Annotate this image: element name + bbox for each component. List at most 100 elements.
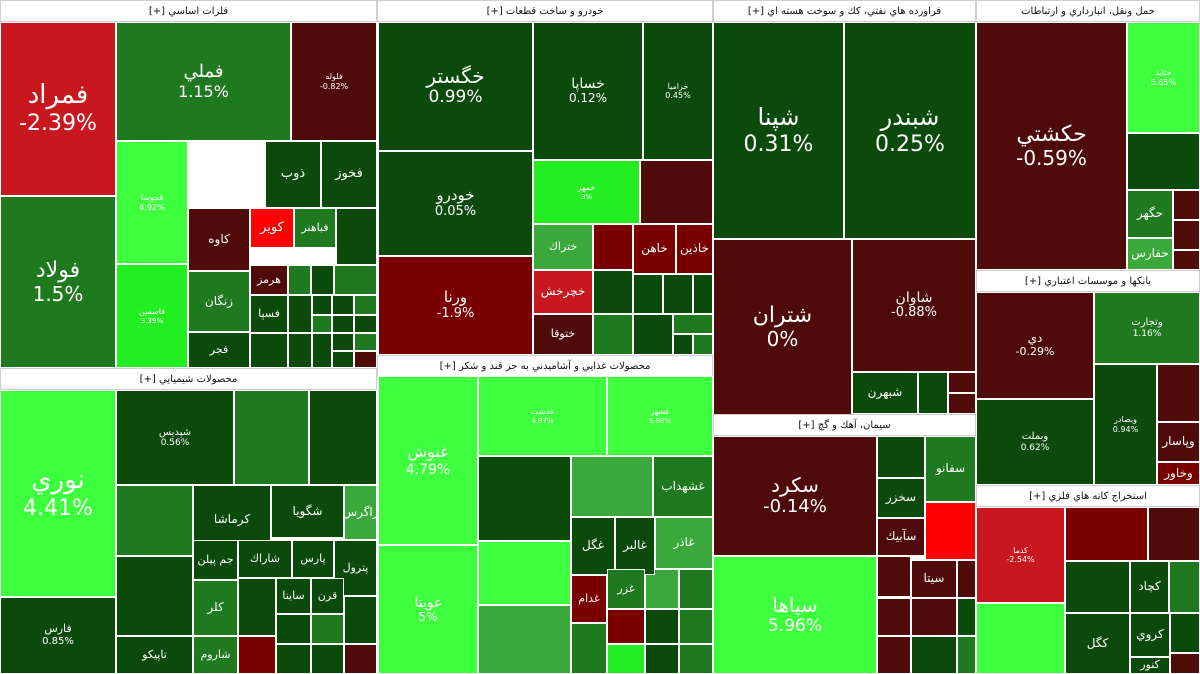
stock-tile[interactable]: فلوله -0.82% — [291, 22, 377, 141]
stock-tile[interactable]: تاپيكو — [116, 636, 193, 674]
stock-tile[interactable]: فخوز — [321, 141, 377, 208]
stock-tile[interactable]: ختوقا — [533, 314, 593, 355]
stock-tile[interactable]: فجوسا 4.92% — [116, 141, 188, 264]
stock-tile[interactable]: خچرخش — [533, 270, 593, 314]
stock-tile[interactable]: قرن — [311, 578, 344, 614]
tile-change: 0.94% — [1112, 424, 1139, 434]
stock-tile[interactable]: غشهر 5.98% — [607, 376, 713, 456]
stock-tile[interactable]: نوري 4.41% — [0, 390, 116, 597]
stock-tile[interactable]: شبندر 0.25% — [844, 22, 976, 239]
stock-tile[interactable]: كاوه — [188, 208, 250, 271]
stock-tile[interactable]: دي -0.29% — [976, 292, 1094, 399]
stock-tile[interactable]: خگستر 0.99% — [378, 22, 533, 151]
stock-tile[interactable]: جم پيلن — [193, 540, 238, 580]
stock-tile[interactable]: كنور — [1130, 657, 1170, 674]
sector-header[interactable]: بانكها و موسسات اعتباري [+] — [976, 270, 1200, 292]
stock-tile[interactable]: غدام — [571, 575, 607, 623]
stock-tile[interactable]: كگل — [1065, 613, 1130, 674]
stock-tile[interactable]: غنوش 4.79% — [378, 376, 478, 545]
stock-tile[interactable]: حگهر — [1127, 190, 1173, 238]
stock-tile[interactable]: حتايد 5.65% — [1127, 22, 1200, 133]
stock-tile[interactable]: غگل — [571, 517, 615, 575]
stock-tile[interactable]: خساپا 0.12% — [533, 22, 643, 160]
stock-tile[interactable]: سپاها 5.96% — [713, 556, 877, 674]
stock-tile[interactable]: غدشت 4.97% — [478, 376, 607, 456]
stock-tile[interactable]: غزر — [607, 569, 645, 609]
stock-tile[interactable]: ورنا -1.9% — [378, 256, 533, 355]
stock-tile[interactable]: فمراد -2.39% — [0, 22, 116, 196]
stock-tile[interactable]: شاوان -0.88% — [852, 239, 976, 372]
stock-tile[interactable]: فباهنر — [294, 208, 336, 248]
stock-tile[interactable]: شاراك — [238, 540, 292, 578]
sector-header[interactable]: استخراج كانه هاي فلزي [+] — [976, 485, 1200, 507]
stock-tile[interactable]: خودرو 0.05% — [378, 151, 533, 256]
stock-tile[interactable]: شگويا — [271, 485, 344, 538]
sector-header[interactable]: فلزات اساسي [+] — [0, 0, 377, 22]
filler-cell — [336, 208, 377, 265]
stock-tile[interactable]: فارس 0.85% — [0, 597, 116, 674]
stock-tile[interactable]: وتجارت 1.16% — [1094, 292, 1200, 364]
filler-cell — [478, 605, 571, 674]
stock-tile[interactable]: كوير — [250, 208, 294, 248]
stock-tile[interactable]: شتران 0% — [713, 239, 852, 415]
stock-tile[interactable]: خمهر 3% — [533, 160, 640, 224]
stock-tile[interactable]: فسپا — [250, 295, 288, 333]
tile-symbol: ورنا — [443, 288, 468, 307]
stock-tile[interactable]: فملي 1.15% — [116, 22, 291, 141]
filler-cell — [663, 274, 693, 314]
stock-tile[interactable]: حكشتي -0.59% — [976, 22, 1127, 270]
stock-tile[interactable]: غاذر — [655, 517, 713, 569]
stock-tile[interactable]: غالبر — [615, 517, 655, 575]
stock-tile[interactable]: وبصادر 0.94% — [1094, 364, 1157, 485]
stock-tile[interactable]: خاذين — [676, 224, 713, 274]
stock-tile[interactable]: كچاد — [1130, 561, 1169, 613]
tile-change: 4.97% — [531, 416, 554, 425]
stock-tile[interactable]: فاسمين 3.39% — [116, 264, 188, 368]
stock-tile[interactable]: حفارس — [1127, 238, 1173, 270]
stock-tile[interactable]: سخزر — [877, 478, 925, 518]
filler-cell — [593, 270, 633, 314]
tile-change: 0.56% — [160, 438, 190, 449]
stock-tile[interactable]: غويتا 5% — [378, 545, 478, 674]
sector-header[interactable]: محصولات شيميايي [+] — [0, 368, 377, 390]
sector-header[interactable]: سيمان، آهك و گچ [+] — [713, 414, 976, 436]
stock-tile[interactable]: ساينا — [276, 578, 311, 614]
stock-tile[interactable]: شاروم — [193, 636, 238, 674]
stock-tile[interactable]: شبهرن — [852, 372, 918, 414]
filler-cell — [877, 436, 925, 478]
stock-tile[interactable]: زاگرس — [344, 485, 377, 540]
filler-cell — [332, 295, 354, 315]
stock-tile[interactable]: سيتا — [911, 560, 957, 598]
stock-tile[interactable]: خزاميا 0.45% — [643, 22, 713, 160]
stock-tile[interactable]: فجر — [188, 332, 250, 368]
filler-cell — [311, 644, 344, 674]
stock-tile[interactable]: سآبيك — [877, 518, 925, 556]
sector-header[interactable]: فراورده هاي نفتي، كك و سوخت هسته اي [+] — [713, 0, 976, 22]
stock-tile[interactable]: خاهن — [633, 224, 676, 274]
stock-tile[interactable]: پترول — [334, 540, 377, 596]
tile-symbol: تاپيكو — [142, 647, 167, 661]
filler-cell — [957, 636, 976, 674]
stock-tile[interactable]: سفانو — [925, 436, 976, 502]
sector-header[interactable]: محصولات غذايي و آشاميدني به جز قند و شكر… — [377, 355, 713, 377]
stock-tile[interactable]: كلر — [193, 580, 238, 636]
stock-tile[interactable]: وپاسار — [1157, 422, 1200, 462]
sector-header[interactable]: خودرو و ساخت قطعات [+] — [377, 0, 713, 22]
stock-tile[interactable]: وبملت 0.62% — [976, 399, 1094, 485]
stock-tile[interactable]: فولاد 1.5% — [0, 196, 116, 368]
stock-tile[interactable]: ذوب — [265, 141, 321, 208]
stock-tile[interactable]: كدما -2.54% — [976, 507, 1065, 603]
stock-tile[interactable]: غشهداب — [653, 456, 713, 517]
stock-tile[interactable]: زنگان — [188, 271, 250, 332]
stock-tile[interactable]: شپديس 0.56% — [116, 390, 234, 485]
stock-tile[interactable]: كروي — [1130, 613, 1170, 657]
sector-header[interactable]: حمل ونقل، انبارداري و ارتباطات — [976, 0, 1200, 22]
stock-tile[interactable]: هرمز — [250, 265, 288, 295]
stock-tile[interactable]: ختراك — [533, 224, 593, 270]
filler-cell — [238, 578, 276, 636]
stock-tile[interactable]: پارس — [292, 540, 334, 578]
filler-cell — [116, 485, 193, 556]
stock-tile[interactable]: شپنا 0.31% — [713, 22, 844, 239]
stock-tile[interactable]: سكرد -0.14% — [713, 436, 877, 556]
stock-tile[interactable]: وخاور — [1157, 462, 1200, 485]
